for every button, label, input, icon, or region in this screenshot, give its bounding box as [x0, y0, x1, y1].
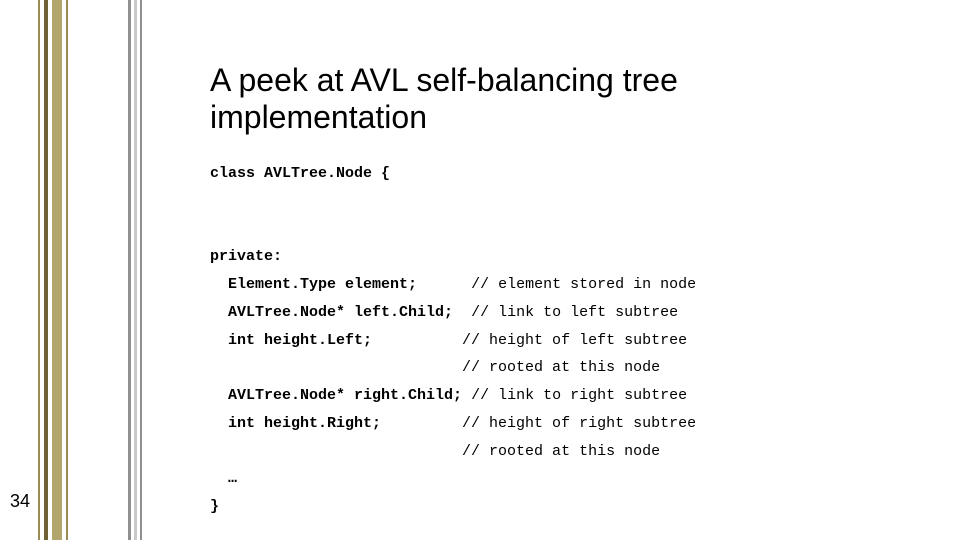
code-comment: // height of right subtree [462, 415, 696, 432]
stripe [128, 0, 131, 540]
code-line-private: private: [210, 248, 282, 265]
slide-title: A peek at AVL self-balancing tree implem… [210, 62, 890, 136]
code-line-class: class AVLTree.Node { [210, 165, 390, 182]
code-comment: // rooted at this node [462, 443, 660, 460]
code-comment: // element stored in node [471, 276, 696, 293]
code-close-brace: } [210, 498, 219, 515]
stripe [66, 0, 68, 540]
page-number: 34 [10, 491, 30, 512]
stripe [140, 0, 142, 540]
code-decl-element: Element.Type element; [210, 276, 417, 293]
code-comment: // link to right subtree [471, 387, 687, 404]
code-ellipsis: … [210, 470, 237, 487]
code-block: class AVLTree.Node { private: Element.Ty… [210, 160, 910, 521]
code-comment: // rooted at this node [462, 359, 660, 376]
code-decl-heightleft: int height.Left; [210, 332, 372, 349]
code-comment: // height of left subtree [462, 332, 687, 349]
stripe [38, 0, 40, 540]
code-decl-heightright: int height.Right; [210, 415, 381, 432]
code-comment: // link to left subtree [471, 304, 678, 321]
slide: A peek at AVL self-balancing tree implem… [0, 0, 960, 540]
stripe [44, 0, 48, 540]
stripe [52, 0, 62, 540]
code-decl-leftchild: AVLTree.Node* left.Child; [210, 304, 453, 321]
stripe [134, 0, 137, 540]
code-decl-rightchild: AVLTree.Node* right.Child; [210, 387, 462, 404]
